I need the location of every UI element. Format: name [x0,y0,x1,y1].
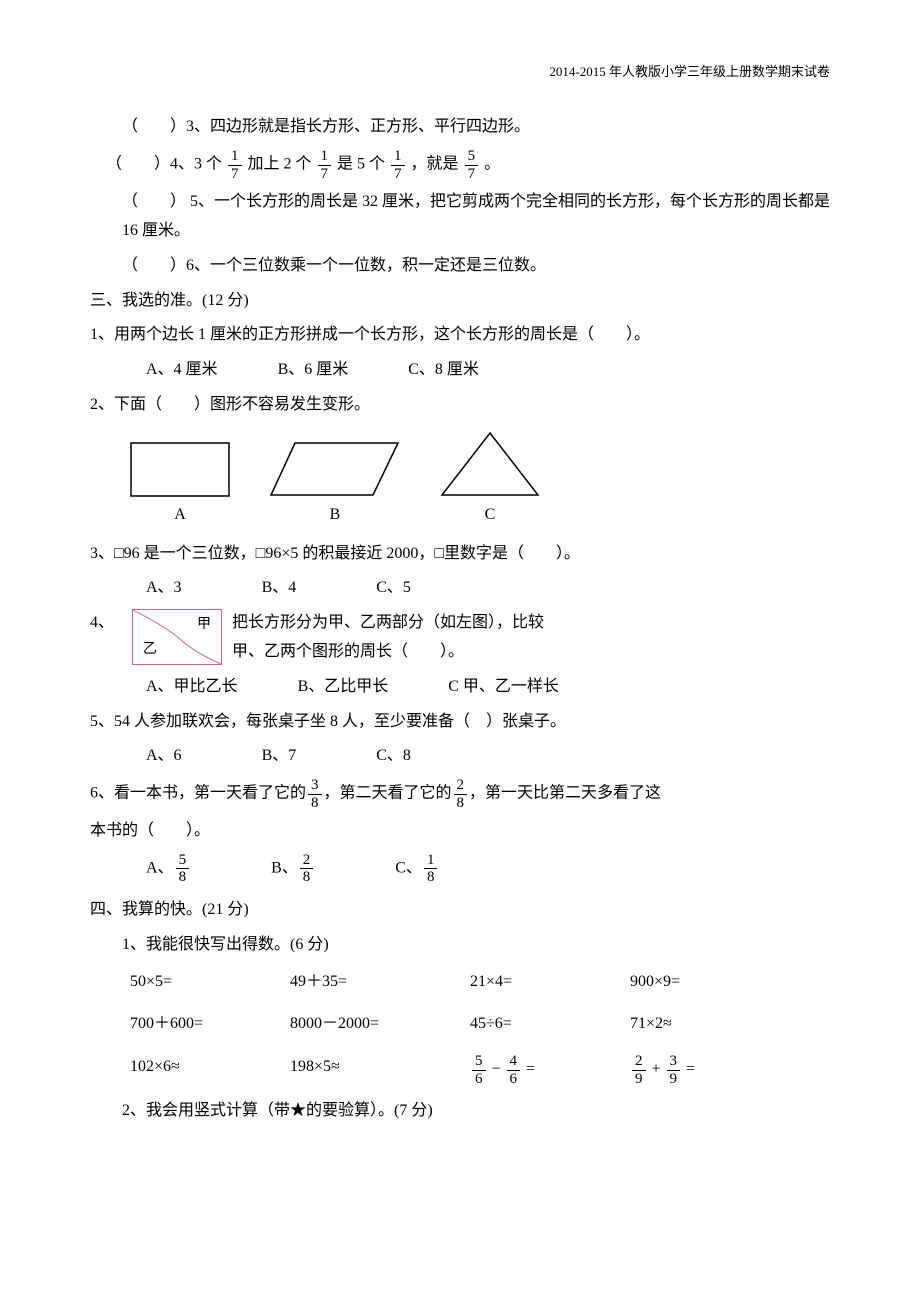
label-a: A [130,501,230,530]
mc-q6-c: ，第一天比第二天多看了这 [469,785,661,802]
calc-cell: 49＋35= [290,968,470,997]
minus-icon: − [492,1061,505,1078]
tf-q5: （ ） 5、一个长方形的周长是 32 厘米，把它剪成两个完全相同的长方形，每个长… [90,188,830,246]
section4-title: 四、我算的快。(21 分) [90,896,830,925]
option-c: C、8 [376,742,411,771]
option-b: B、乙比甲长 [298,673,389,702]
rectangle-icon [130,442,230,497]
mc-q4-text1: 把长方形分为甲、乙两部分（如左图），比较 [232,609,544,638]
calc-cell: 700＋600= [130,1010,290,1039]
fraction-icon: 57 [465,148,479,182]
mc-q2-shapes [130,432,830,497]
option-a: A、甲比乙长 [146,673,238,702]
tf-q4-e: 。 [484,156,500,173]
fraction-icon: 56 [472,1053,486,1087]
fraction-icon: 17 [228,148,242,182]
option-a: A、3 [146,574,182,603]
equals-icon: = [686,1061,695,1078]
fraction-icon: 18 [424,852,438,886]
label-b: B [270,501,400,530]
option-c: C、5 [376,574,411,603]
mc-q4: 4、 甲 乙 把长方形分为甲、乙两部分（如左图），比较 甲、乙两个图形的周长（ … [90,609,830,667]
tf-q3: （ ）3、四边形就是指长方形、正方形、平行四边形。 [90,113,830,142]
calc-cell: 56 − 46 = [470,1053,630,1087]
mc-q2: 2、下面（ ）图形不容易发生变形。 [90,391,830,420]
mc-q4-options: A、甲比乙长 B、乙比甲长 C 甲、乙一样长 [146,673,830,702]
mc-q1-options: A、4 厘米 B、6 厘米 C、8 厘米 [146,356,830,385]
calc-sub2: 2、我会用竖式计算（带★的要验算）。(7 分) [90,1097,830,1126]
option-c: C 甲、乙一样长 [448,673,559,702]
equals-icon: = [526,1061,535,1078]
fraction-icon: 58 [176,852,190,886]
fraction-icon: 39 [667,1053,681,1087]
option-c: C、18 [395,852,439,886]
calc-sub1: 1、我能很快写出得数。(6 分) [90,931,830,960]
mc-q5: 5、54 人参加联欢会，每张桌子坐 8 人，至少要准备（ ）张桌子。 [90,708,830,737]
fraction-icon: 46 [507,1053,521,1087]
tf-q4: （ ）4、3 个 17 加上 2 个 17 是 5 个 17 ，就是 57 。 [90,148,830,182]
mc-q5-options: A、6 B、7 C、8 [146,742,830,771]
option-a: A、58 [146,852,191,886]
calc-cell: 21×4= [470,968,630,997]
tf-q6: （ ）6、一个三位数乘一个一位数，积一定还是三位数。 [90,252,830,281]
option-a: A、6 [146,742,182,771]
plus-icon: + [652,1061,665,1078]
mc-q6-cont: 本书的（ ）。 [90,817,830,846]
calc-cell: 45÷6= [470,1010,630,1039]
option-b: B、6 厘米 [278,356,349,385]
calc-cell: 50×5= [130,968,290,997]
mc-q6-b: ，第二天看了它的 [324,785,452,802]
section3-title: 三、我选的准。(12 分) [90,287,830,316]
tf-q4-c: 是 5 个 [337,156,385,173]
mc-q2-labels: A B C [130,501,830,530]
tf-q4-a: （ ）4、3 个 [106,156,222,173]
calc-cell: 29 + 39 = [630,1053,790,1087]
option-a: A、4 厘米 [146,356,218,385]
calc-cell: 8000－2000= [290,1010,470,1039]
option-b: B、4 [262,574,297,603]
fraction-icon: 17 [391,148,405,182]
mc-q1: 1、用两个边长 1 厘米的正方形拼成一个长方形，这个长方形的周长是（ ）。 [90,321,830,350]
option-c: C、8 厘米 [408,356,479,385]
mc-q6-a: 6、看一本书，第一天看了它的 [90,785,306,802]
mc-q6-options: A、58 B、28 C、18 [146,852,830,886]
split-rectangle-diagram: 甲 乙 [132,609,222,665]
mc-q4-text2: 甲、乙两个图形的周长（ ）。 [232,638,544,667]
page-header: 2014-2015 年人教版小学三年级上册数学期末试卷 [90,60,830,83]
option-b: B、28 [271,852,315,886]
parallelogram-icon [270,442,400,497]
fraction-icon: 17 [318,148,332,182]
tf-q4-b: 加上 2 个 [248,156,312,173]
mc-q6: 6、看一本书，第一天看了它的38，第二天看了它的28，第一天比第二天多看了这 [90,777,830,811]
calc-cell: 900×9= [630,968,790,997]
mc-q3-options: A、3 B、4 C、5 [146,574,830,603]
option-b: B、7 [262,742,297,771]
calc-cell: 71×2≈ [630,1010,790,1039]
fraction-icon: 38 [308,777,322,811]
label-jia: 甲 [197,612,211,637]
fraction-icon: 28 [300,852,314,886]
fraction-icon: 28 [454,777,468,811]
calc-cell: 198×5≈ [290,1053,470,1087]
triangle-icon [440,432,540,497]
calc-cell: 102×6≈ [130,1053,290,1087]
tf-q4-d: ，就是 [411,156,459,173]
label-c: C [440,501,540,530]
mc-q3: 3、□96 是一个三位数，□96×5 的积最接近 2000，□里数字是（ ）。 [90,540,830,569]
mc-q4-prefix: 4、 [90,609,114,638]
label-yi: 乙 [143,637,157,662]
fraction-icon: 29 [632,1053,646,1087]
calc-grid: 50×5= 49＋35= 21×4= 900×9= 700＋600= 8000－… [130,968,830,1088]
